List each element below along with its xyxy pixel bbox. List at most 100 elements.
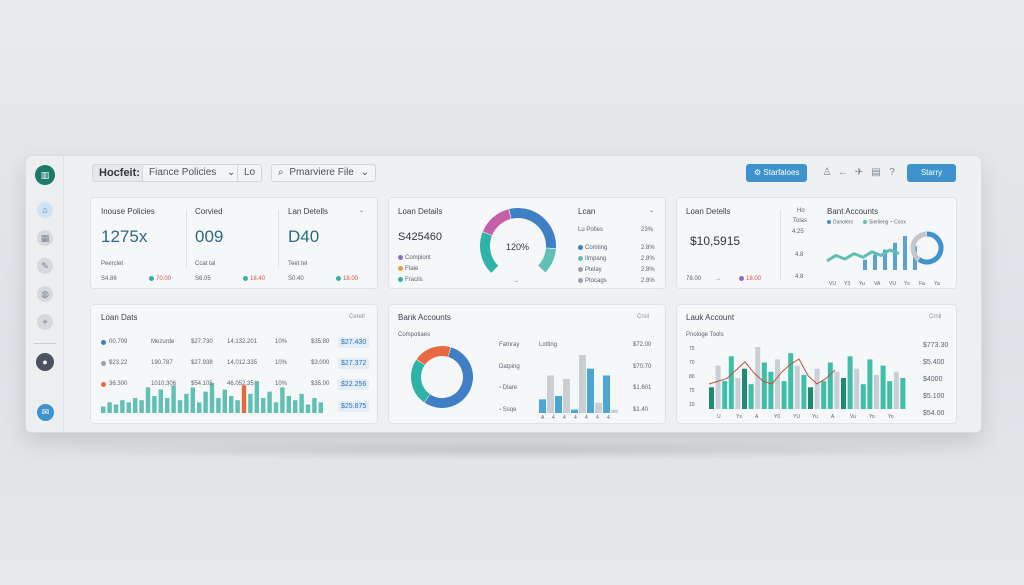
foot-left: 78.00 [686, 276, 702, 282]
y-tick-label: 75 [689, 346, 695, 352]
status-dot [243, 276, 248, 281]
x-tick-label: A [831, 414, 835, 420]
donut-segment [424, 347, 473, 408]
bar [547, 375, 554, 413]
divider [186, 210, 187, 268]
status-dot [336, 276, 341, 281]
bar [555, 395, 562, 413]
bar [222, 389, 227, 413]
value-label: $4000 [923, 376, 943, 383]
value-label: $5.400 [923, 359, 945, 366]
tab-finance-policies[interactable]: Fiance Policies ⌄ [142, 164, 243, 182]
bar [241, 385, 247, 413]
bar [197, 402, 202, 413]
filter-link[interactable]: Crsil [637, 314, 649, 320]
x-tick-label: 4 [574, 415, 577, 421]
bar [101, 406, 106, 413]
table-cell: 1010.306 [151, 381, 177, 387]
chat-icon[interactable]: ✉ [37, 404, 54, 421]
row-label: Datping [499, 364, 520, 370]
user-avatar[interactable]: ● [36, 353, 54, 371]
list-item: Comting [578, 245, 607, 251]
pin-icon[interactable]: ⌖ [37, 314, 53, 330]
bar [587, 368, 594, 413]
home-icon[interactable]: ⌂ [37, 202, 53, 218]
bar [145, 387, 151, 413]
bar [715, 365, 721, 409]
bar [254, 381, 259, 413]
chevron-down-icon[interactable]: ⌄ [359, 208, 365, 214]
bar [827, 362, 833, 409]
legend-item: Sierlieng ~ Coox [863, 220, 906, 225]
app-logo-icon[interactable]: ▥ [35, 165, 55, 185]
bar [133, 398, 138, 413]
card-title: Lauk Account [686, 313, 735, 322]
loan-value: $10,5915 [690, 234, 741, 248]
value-pill: $27.372 [338, 358, 370, 369]
x-tick-label: A [541, 415, 545, 421]
y-tick-label: 75 [689, 388, 695, 394]
bar [261, 398, 266, 413]
legend-item: Compiont [398, 255, 431, 261]
kpi-foot-left: S6.05 [195, 276, 211, 282]
kpi-sub: Teet tel [288, 261, 308, 267]
table-cell: $3,000 [311, 360, 330, 366]
donut-segment [910, 231, 927, 262]
tab-lo[interactable]: Lo [237, 164, 263, 182]
table-cell: $35.00 [311, 381, 330, 387]
x-tick-label: Ys [904, 281, 910, 287]
table-cell: 14,012.335 [227, 360, 258, 366]
filter-link[interactable]: Crnil [929, 314, 942, 320]
grid-icon[interactable]: ▤ [871, 167, 881, 178]
x-tick-label: Yu [812, 414, 818, 420]
primary-button[interactable]: ⚙ Starfaloes [746, 164, 808, 182]
loan-data-card: Loan Dats Cerell $25.875 00.709 Mezurde $2… [90, 304, 378, 424]
row-value: $72.00 [633, 342, 652, 348]
bar [887, 381, 893, 409]
user-icon[interactable]: ♙ [822, 167, 832, 178]
bar [539, 399, 546, 413]
tab-file-search[interactable]: ⌕ Pmarviere File ⌄ [271, 164, 377, 182]
list-label: Ptocags [585, 278, 607, 285]
bar [841, 378, 846, 409]
bar [742, 368, 747, 409]
kpi-foot-left: S4.86 [101, 276, 117, 282]
bar [273, 402, 279, 413]
bar [280, 387, 285, 413]
donut-segment [917, 231, 944, 265]
back-icon[interactable]: ← [838, 167, 848, 178]
help-icon[interactable]: ? [889, 167, 895, 178]
settings-icon: ⚙ [754, 168, 764, 177]
bar [860, 384, 866, 409]
y-tick-label: 10 [689, 402, 695, 408]
x-tick-label: 4 [585, 415, 588, 421]
list-label: Comting [585, 245, 608, 252]
value-label: $773.30 [923, 342, 949, 349]
x-tick-label: 4 [563, 415, 566, 421]
legend-item: Ftaie [398, 266, 418, 272]
chevron-down-icon: ⌄ [227, 167, 236, 178]
accounts-donut-chart [411, 346, 473, 408]
bar [177, 400, 183, 413]
side-label: Tolas [793, 218, 808, 224]
edit-icon[interactable]: ✎ [37, 258, 53, 274]
calendar-icon[interactable]: ▦ [37, 230, 53, 246]
loan-data-bars [101, 381, 323, 413]
share-button[interactable]: Starry [907, 164, 956, 182]
list-item: Ptocags [578, 278, 607, 284]
filter-link[interactable]: Cerell [349, 314, 365, 320]
bar [209, 383, 215, 413]
bar [571, 409, 578, 413]
bird-icon[interactable]: ✈ [854, 167, 864, 178]
legend-dot [398, 266, 403, 271]
bar [595, 402, 602, 413]
kpi-foot-value: 70.00 [156, 276, 172, 283]
globe-icon[interactable]: ◍ [37, 286, 53, 302]
bar [286, 395, 291, 413]
chevron-down-icon[interactable]: ⌄ [649, 208, 655, 214]
card-title: Loan Dats [101, 313, 138, 322]
card-right-title: Lcan [578, 207, 596, 216]
bar [267, 391, 272, 413]
legend-dot [398, 255, 403, 260]
x-tick-label: YU [793, 414, 800, 420]
